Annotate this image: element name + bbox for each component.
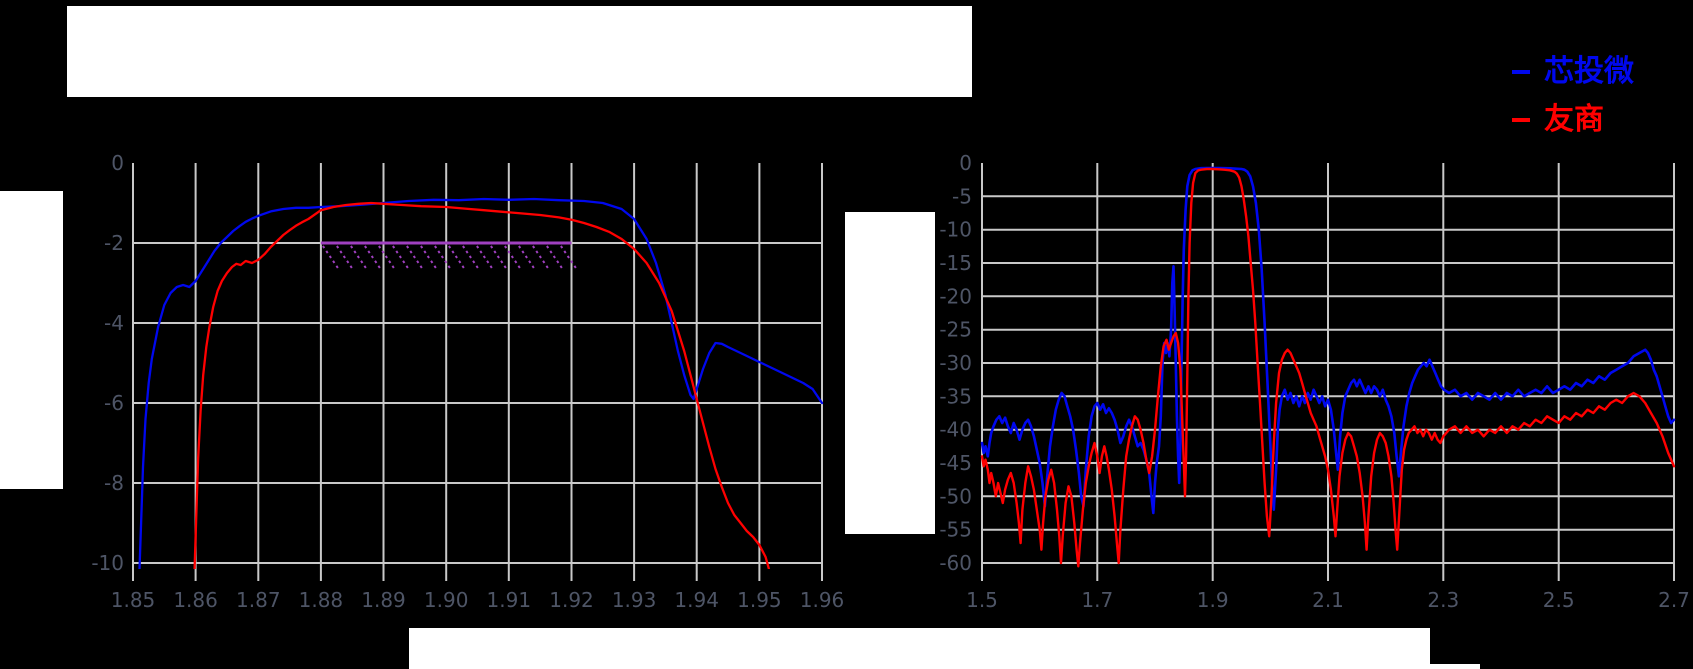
limit-hatch-mark (518, 245, 535, 269)
redaction-mask-between-charts (845, 212, 935, 534)
y-tick-label: -6 (104, 391, 124, 415)
x-tick-label: 2.5 (1543, 588, 1575, 612)
legend-item-xintouwei: 芯投微 (1512, 55, 1634, 89)
y-tick-label: -30 (939, 351, 972, 375)
limit-hatch-mark (378, 245, 395, 269)
limit-hatch-mark (350, 245, 367, 269)
limit-hatch-mark (560, 245, 577, 269)
x-tick-label: 1.87 (236, 588, 281, 612)
y-tick-label: -45 (939, 451, 972, 475)
legend: 芯投微 友商 (1512, 55, 1634, 151)
y-tick-label: -2 (104, 231, 124, 255)
limit-hatch-mark (336, 245, 353, 269)
y-tick-label: -20 (939, 284, 972, 308)
y-tick-label: -15 (939, 251, 972, 275)
x-tick-label: 1.89 (361, 588, 406, 612)
redaction-mask-title (67, 6, 972, 97)
limit-hatch-mark (546, 245, 563, 269)
limit-hatch-mark (364, 245, 381, 269)
wideband-chart: 1.5 1.7 1.9 2.1 2.3 2.5 2.7 0 -5 -10 -15 -20 -25 -30 -… (939, 151, 1690, 612)
limit-hatch-mark (420, 245, 437, 269)
series-line-red (193, 201, 771, 569)
series-line-blue (138, 197, 824, 569)
x-tick-label: 1.95 (737, 588, 782, 612)
x-tick-label: 2.3 (1427, 588, 1459, 612)
limit-hatch-mark (322, 245, 339, 269)
x-tick-label: 1.90 (424, 588, 469, 612)
x-tick-label: 1.96 (800, 588, 845, 612)
limit-hatch-mark (448, 245, 465, 269)
limit-hatch-mark (406, 245, 423, 269)
x-tick-label: 1.85 (111, 588, 156, 612)
y-tick-label: 0 (959, 151, 972, 175)
x-tick-label: 1.88 (299, 588, 344, 612)
limit-hatch-mark (434, 245, 451, 269)
x-tick-label: 1.9 (1197, 588, 1229, 612)
x-tick-label: 1.93 (612, 588, 657, 612)
limit-hatch-mark (462, 245, 479, 269)
x-tick-label: 2.1 (1312, 588, 1344, 612)
y-tick-label: -10 (91, 551, 124, 575)
limit-hatch-mark (490, 245, 507, 269)
y-tick-label: -8 (104, 471, 124, 495)
legend-dash-blue-icon (1512, 70, 1530, 74)
limit-hatch-mark (504, 245, 521, 269)
legend-dash-red-icon (1512, 118, 1530, 122)
legend-label-youshang: 友商 (1544, 103, 1604, 136)
passband-detail-chart: 1.85 1.86 1.87 1.88 1.89 1.90 1.91 1.92 1.93 1.94… (91, 151, 844, 612)
y-tick-label: -5 (952, 184, 972, 208)
y-tick-label: -40 (939, 418, 972, 442)
y-tick-label: -10 (939, 218, 972, 242)
y-tick-label: -25 (939, 318, 972, 342)
legend-item-youshang: 友商 (1512, 103, 1634, 137)
legend-label-xintouwei: 芯投微 (1544, 55, 1634, 88)
x-tick-label: 1.86 (173, 588, 218, 612)
x-tick-label: 1.94 (674, 588, 719, 612)
x-tick-label: 1.5 (966, 588, 998, 612)
redaction-mask-caption (409, 628, 1430, 669)
x-tick-label: 1.92 (549, 588, 594, 612)
limit-hatch-mark (476, 245, 493, 269)
x-tick-label: 1.91 (487, 588, 532, 612)
redaction-mask-left-axis-title (0, 191, 63, 489)
x-tick-label: 1.7 (1081, 588, 1113, 612)
y-tick-label: -55 (939, 518, 972, 542)
limit-hatch-mark (532, 245, 549, 269)
limit-hatch-mark (392, 245, 409, 269)
series-line-red (980, 167, 1676, 568)
redaction-mask-caption-sliver (1430, 664, 1480, 669)
y-tick-label: -60 (939, 551, 972, 575)
x-tick-label: 2.7 (1658, 588, 1690, 612)
y-tick-label: -35 (939, 384, 972, 408)
y-tick-label: -4 (104, 311, 124, 335)
y-tick-label: 0 (111, 151, 124, 175)
y-tick-label: -50 (939, 484, 972, 508)
